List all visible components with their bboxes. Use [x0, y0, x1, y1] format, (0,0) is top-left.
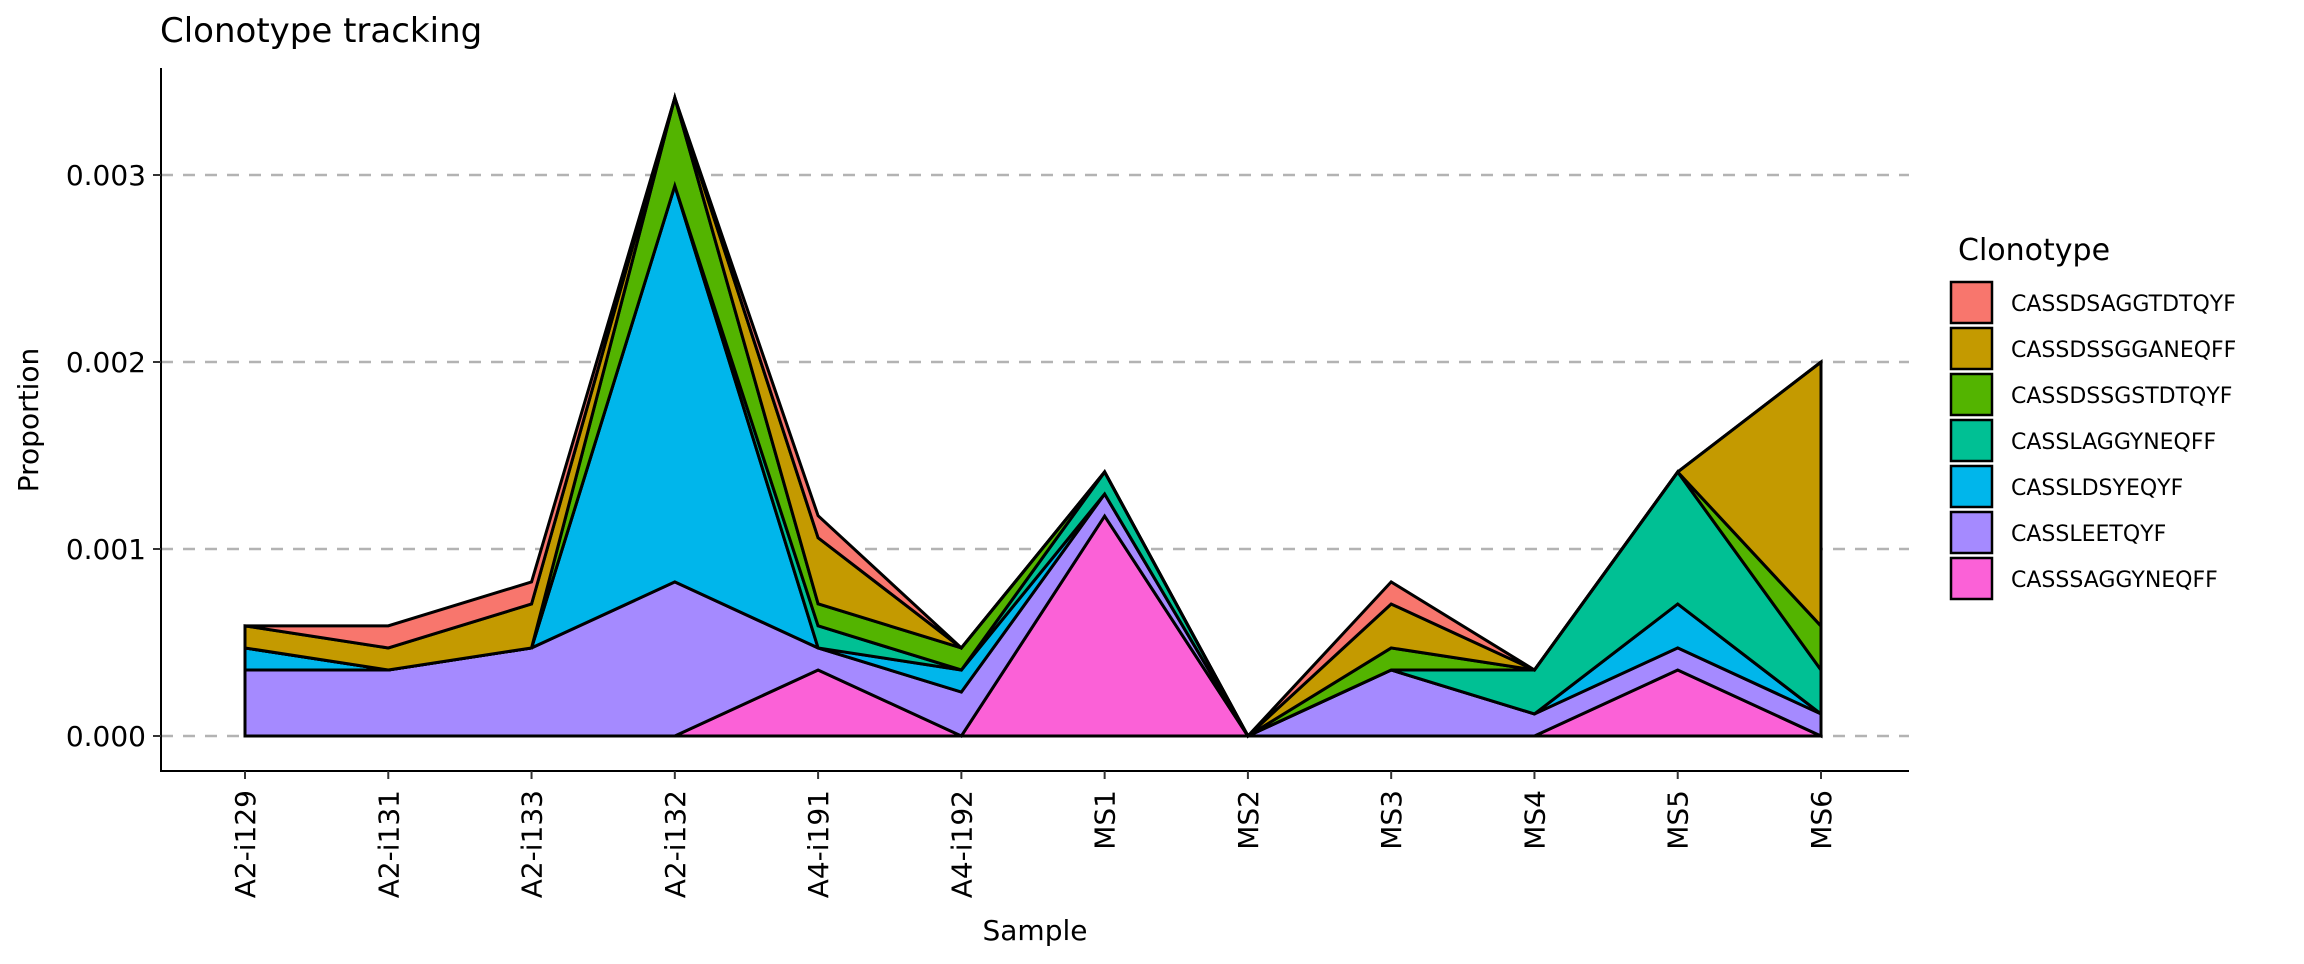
x-tick-label: A2-i129 [229, 790, 262, 898]
x-tick-label: MS3 [1375, 790, 1408, 850]
stacked-areas [243, 92, 1823, 739]
y-tick-label: 0.001 [66, 533, 146, 566]
legend-key [1949, 280, 1994, 325]
x-tick-label: A4-i192 [945, 790, 978, 898]
y-tick-label: 0.000 [66, 720, 146, 753]
legend-key [1949, 326, 1994, 371]
legend-key [1949, 372, 1994, 417]
area-cassdsaggtdtqyf [244, 92, 1822, 739]
x-tick-label: MS6 [1805, 790, 1838, 850]
x-ticks: A2-i129 A2-i131 A2-i133 A2-i132 A4-i191 A4-i1… [229, 771, 1838, 898]
legend-label: CASSDSSGSTDTQYF [2011, 384, 2232, 409]
y-axis-label: Proportion [12, 348, 45, 492]
legend-label: CASSSAGGYNEQFF [2011, 568, 2218, 593]
x-tick-label: A2-i133 [516, 790, 549, 898]
x-tick-label: MS1 [1089, 790, 1122, 850]
legend-label: CASSDSAGGTDTQYF [2011, 292, 2236, 317]
x-axis-label: Sample [983, 914, 1088, 947]
legend-key [1949, 510, 1994, 555]
legend-item: CASSDSSGGANEQFF [1949, 326, 2236, 371]
legend: Clonotype CASSDSAGGTDTQYF CASSDSSGGANEQFF… [1949, 233, 2236, 601]
legend-item: CASSLAGGYNEQFF [1949, 418, 2216, 463]
legend-item: CASSSAGGYNEQFF [1949, 556, 2218, 601]
legend-item: CASSLDSYEQYF [1949, 464, 2183, 509]
x-tick-label: A2-i131 [372, 790, 405, 898]
y-tick-label: 0.003 [66, 159, 146, 192]
legend-item: CASSDSAGGTDTQYF [1949, 280, 2236, 325]
legend-label: CASSLAGGYNEQFF [2011, 430, 2216, 455]
x-tick-label: A2-i132 [659, 790, 692, 898]
legend-key [1949, 418, 1994, 463]
legend-label: CASSLDSYEQYF [2011, 476, 2183, 501]
legend-item: CASSDSSGSTDTQYF [1949, 372, 2232, 417]
legend-title: Clonotype [1958, 233, 2110, 268]
y-ticks: 0.000 0.001 0.002 0.003 [66, 159, 161, 753]
x-tick-label: MS5 [1662, 790, 1695, 850]
legend-key [1949, 556, 1994, 601]
legend-item: CASSLEETQYF [1949, 510, 2166, 555]
chart-title: Clonotype tracking [160, 11, 482, 51]
y-tick-label: 0.002 [66, 346, 146, 379]
x-tick-label: MS4 [1518, 790, 1551, 850]
legend-label: CASSDSSGGANEQFF [2011, 338, 2236, 363]
axes [160, 68, 1909, 772]
legend-key [1949, 464, 1994, 509]
x-tick-label: MS2 [1232, 790, 1265, 850]
legend-label: CASSLEETQYF [2011, 522, 2166, 547]
x-tick-label: A4-i191 [802, 790, 835, 898]
